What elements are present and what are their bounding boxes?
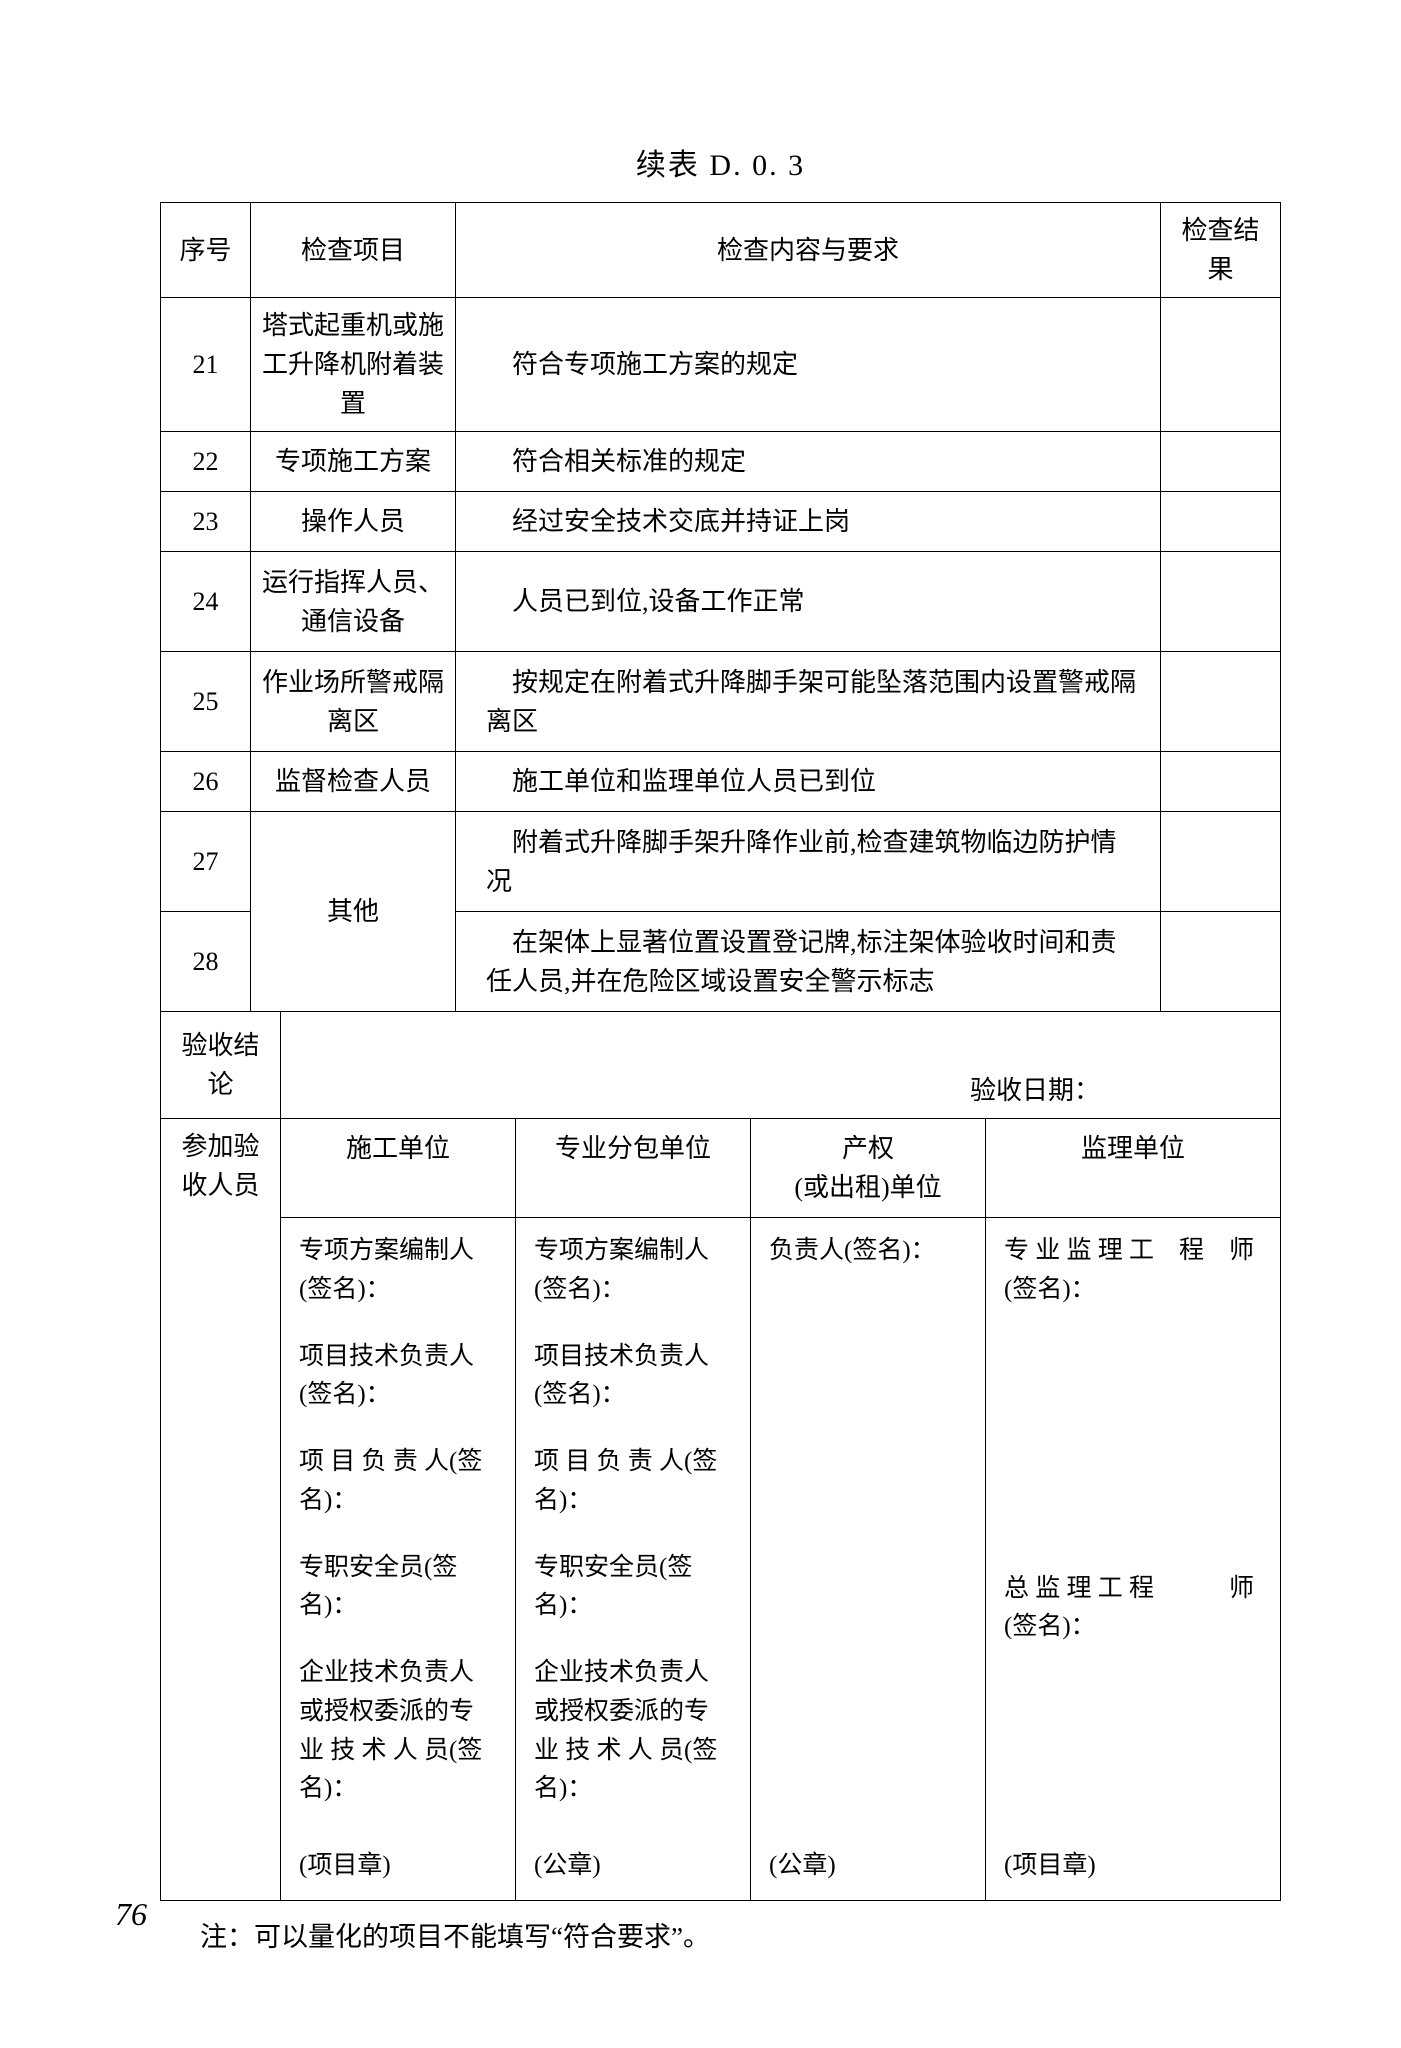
- accept-date-label: 验收日期：: [970, 1071, 1100, 1110]
- cell-result: [1161, 812, 1281, 912]
- cell-content: 符合专项施工方案的规定: [456, 298, 1161, 432]
- cell-item: 操作人员: [251, 492, 456, 552]
- stamp-subcontract: (公章): [516, 1823, 751, 1900]
- conclusion-body: 验收日期：: [281, 1012, 1281, 1119]
- sig-line: 总 监 理 工 程 师(签名)：: [1004, 1570, 1262, 1648]
- cell-content: 符合相关标准的规定: [456, 432, 1161, 492]
- sig-line: 企业技术负责人或授权委派的专 业 技 术 人 员(签名)：: [534, 1654, 732, 1809]
- participants-label: 参加验收人员: [161, 1119, 281, 1900]
- sig-header-owner: 产权 (或出租)单位: [751, 1119, 986, 1218]
- cell-content: 附着式升降脚手架升降作业前,检查建筑物临边防护情况: [456, 812, 1161, 912]
- sig-line: 专职安全员(签名)：: [534, 1549, 732, 1627]
- cell-content: 人员已到位,设备工作正常: [456, 552, 1161, 652]
- table-row: 27 其他 附着式升降脚手架升降作业前,检查建筑物临边防护情况: [161, 812, 1281, 912]
- stamp-construction: (项目章): [281, 1823, 516, 1900]
- page-number: 76: [115, 1896, 147, 1933]
- table-row: 25 作业场所警戒隔离区 按规定在附着式升降脚手架可能坠落范围内设置警戒隔离区: [161, 652, 1281, 752]
- sig-line: 项目技术负责人(签名)：: [299, 1338, 497, 1416]
- cell-item: 运行指挥人员、通信设备: [251, 552, 456, 652]
- table-row: 26 监督检查人员 施工单位和监理单位人员已到位: [161, 752, 1281, 812]
- header-seq: 序号: [161, 203, 251, 298]
- sig-body-construction: 专项方案编制人(签名)： 项目技术负责人(签名)： 项 目 负 责 人(签名)：…: [281, 1218, 516, 1824]
- header-result: 检查结果: [1161, 203, 1281, 298]
- cell-seq: 21: [161, 298, 251, 432]
- cell-result: [1161, 752, 1281, 812]
- table-row: 21 塔式起重机或施工升降机附着装置 符合专项施工方案的规定: [161, 298, 1281, 432]
- cell-result: [1161, 912, 1281, 1012]
- table-header-row: 序号 检查项目 检查内容与要求 检查结果: [161, 203, 1281, 298]
- table-row: 24 运行指挥人员、通信设备 人员已到位,设备工作正常: [161, 552, 1281, 652]
- sig-header-construction: 施工单位: [281, 1119, 516, 1218]
- signature-table: 参加验收人员 施工单位 专业分包单位 产权 (或出租)单位 监理单位 专项方案编…: [160, 1119, 1281, 1901]
- cell-result: [1161, 298, 1281, 432]
- cell-item: 监督检查人员: [251, 752, 456, 812]
- cell-content: 施工单位和监理单位人员已到位: [456, 752, 1161, 812]
- cell-item: 塔式起重机或施工升降机附着装置: [251, 298, 456, 432]
- stamp-row: (项目章) (公章) (公章) (项目章): [161, 1823, 1281, 1900]
- sig-body-row: 专项方案编制人(签名)： 项目技术负责人(签名)： 项 目 负 责 人(签名)：…: [161, 1218, 1281, 1824]
- sig-header-row: 参加验收人员 施工单位 专业分包单位 产权 (或出租)单位 监理单位: [161, 1119, 1281, 1218]
- table-row: 22 专项施工方案 符合相关标准的规定: [161, 432, 1281, 492]
- sig-header-subcontract: 专业分包单位: [516, 1119, 751, 1218]
- cell-seq: 28: [161, 912, 251, 1012]
- sig-line: 项目技术负责人(签名)：: [534, 1338, 732, 1416]
- sig-line: 专 业 监 理 工 程 师(签名)：: [1004, 1232, 1262, 1310]
- cell-result: [1161, 432, 1281, 492]
- sig-line: 专职安全员(签名)：: [299, 1549, 497, 1627]
- cell-content: 按规定在附着式升降脚手架可能坠落范围内设置警戒隔离区: [456, 652, 1161, 752]
- sig-body-subcontract: 专项方案编制人(签名)： 项目技术负责人(签名)： 项 目 负 责 人(签名)：…: [516, 1218, 751, 1824]
- cell-seq: 23: [161, 492, 251, 552]
- page-container: 续表 D. 0. 3 序号 检查项目 检查内容与要求 检查结果 21 塔式起重机…: [0, 0, 1401, 2048]
- cell-seq: 25: [161, 652, 251, 752]
- table-row: 23 操作人员 经过安全技术交底并持证上岗: [161, 492, 1281, 552]
- cell-item-group: 其他: [251, 812, 456, 1012]
- sig-line: 专项方案编制人(签名)：: [534, 1232, 732, 1310]
- conclusion-row: 验收结论 验收日期：: [161, 1012, 1281, 1119]
- header-item: 检查项目: [251, 203, 456, 298]
- cell-seq: 24: [161, 552, 251, 652]
- sig-line: 项 目 负 责 人(签名)：: [299, 1443, 497, 1521]
- cell-seq: 27: [161, 812, 251, 912]
- sig-header-supervision: 监理单位: [986, 1119, 1281, 1218]
- inspection-table: 序号 检查项目 检查内容与要求 检查结果 21 塔式起重机或施工升降机附着装置 …: [160, 202, 1281, 1119]
- stamp-supervision: (项目章): [986, 1823, 1281, 1900]
- cell-seq: 22: [161, 432, 251, 492]
- sig-line: 企业技术负责人或授权委派的专 业 技 术 人 员(签名)：: [299, 1654, 497, 1809]
- footnote: 注：可以量化的项目不能填写“符合要求”。: [200, 1915, 1281, 1954]
- stamp-owner: (公章): [751, 1823, 986, 1900]
- cell-result: [1161, 492, 1281, 552]
- sig-body-supervision: 专 业 监 理 工 程 师(签名)： 总 监 理 工 程 师(签名)：: [986, 1218, 1281, 1824]
- sig-body-owner: 负责人(签名)：: [751, 1218, 986, 1824]
- sig-line: 专项方案编制人(签名)：: [299, 1232, 497, 1310]
- cell-item: 作业场所警戒隔离区: [251, 652, 456, 752]
- cell-content: 经过安全技术交底并持证上岗: [456, 492, 1161, 552]
- header-content: 检查内容与要求: [456, 203, 1161, 298]
- cell-item: 专项施工方案: [251, 432, 456, 492]
- sig-line: 项 目 负 责 人(签名)：: [534, 1443, 732, 1521]
- cell-result: [1161, 552, 1281, 652]
- table-title: 续表 D. 0. 3: [160, 140, 1281, 184]
- sig-line: 负责人(签名)：: [769, 1232, 967, 1271]
- cell-content: 在架体上显著位置设置登记牌,标注架体验收时间和责任人员,并在危险区域设置安全警示…: [456, 912, 1161, 1012]
- cell-result: [1161, 652, 1281, 752]
- conclusion-label: 验收结论: [161, 1012, 281, 1119]
- cell-seq: 26: [161, 752, 251, 812]
